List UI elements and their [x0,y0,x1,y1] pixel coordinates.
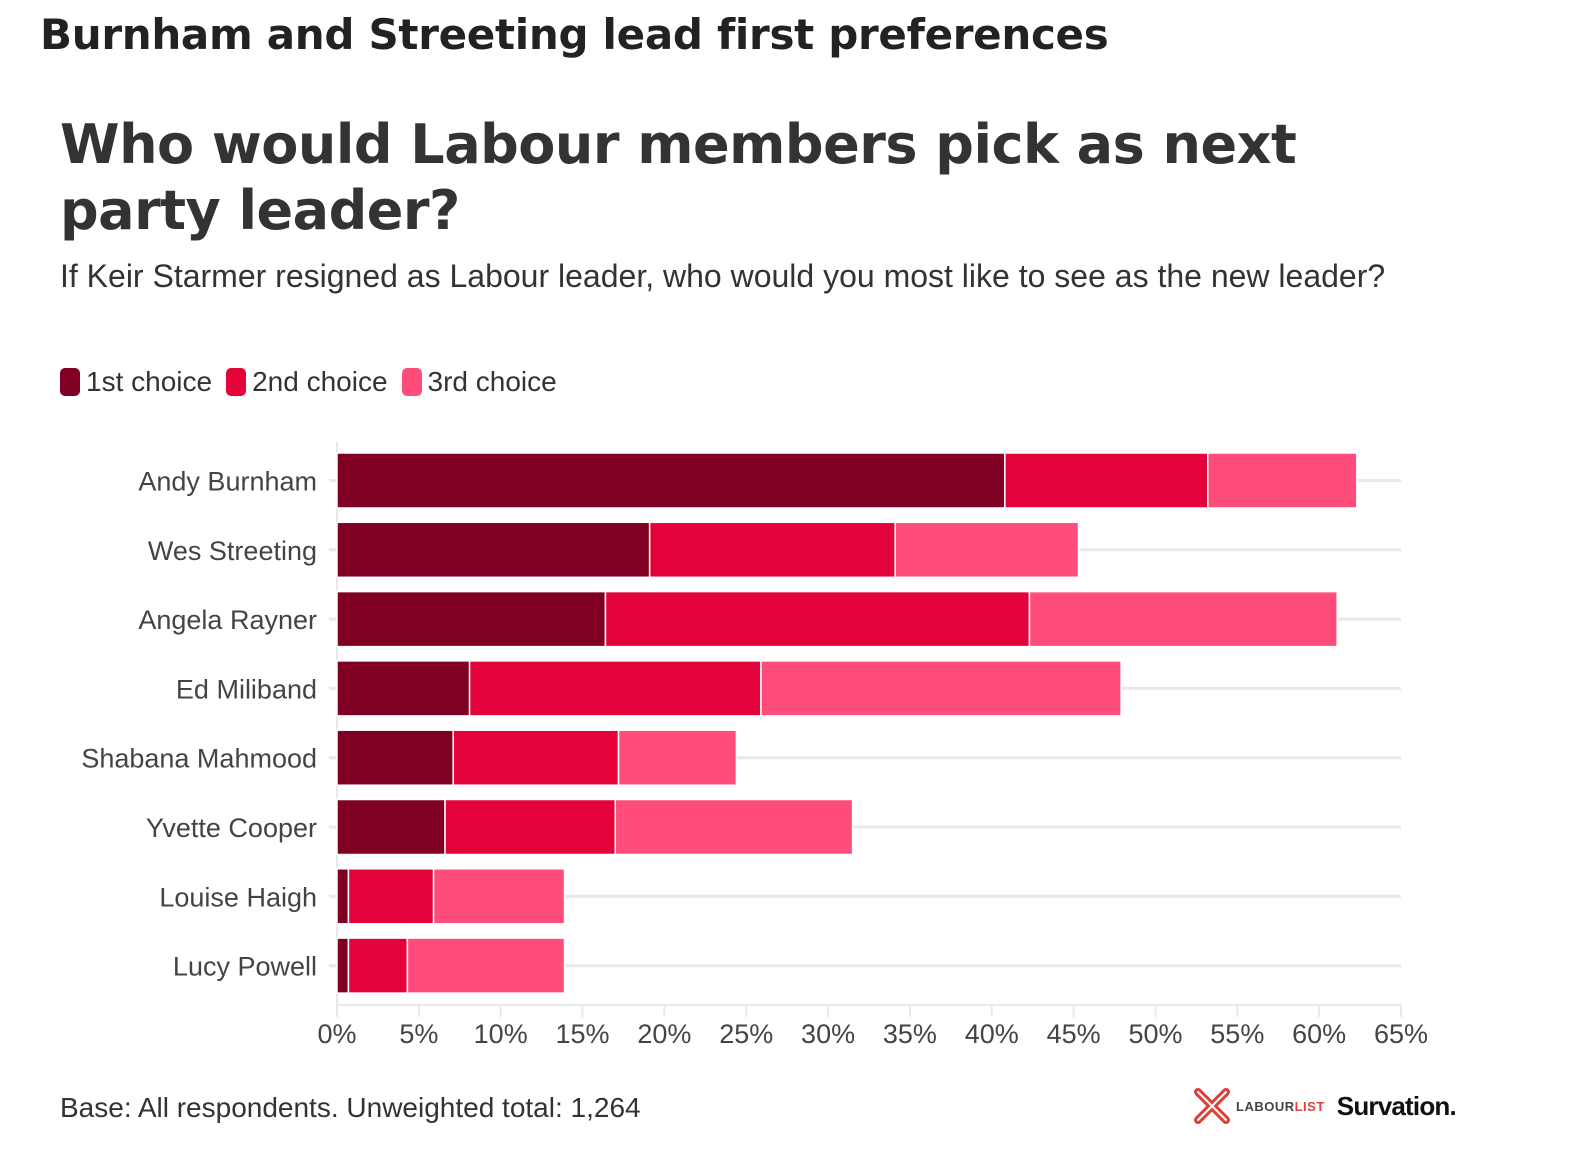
x-tick-label: 0% [317,1019,356,1049]
x-tick-label: 35% [883,1019,937,1049]
base-note: Base: All respondents. Unweighted total:… [60,1092,641,1123]
bar-1st-choice [336,868,350,925]
category-label: Yvette Cooper [146,813,317,843]
bar-2nd-choice [604,590,1031,648]
bar-3rd-choice [1028,590,1338,648]
bar-3rd-choice [894,521,1080,579]
legend-swatch-2nd [226,368,247,396]
chart-subtitle: If Keir Starmer resigned as Labour leade… [60,258,1386,294]
bar-2nd-choice [347,868,435,925]
x-tick-label: 30% [801,1019,855,1049]
bar-1st-choice [336,729,454,786]
logos: LABOURLIST Survation. [1192,1086,1457,1126]
bar-2nd-choice [468,660,762,717]
bar-3rd-choice [617,729,738,786]
legend-item-2nd-choice: 2nd choice [226,366,388,398]
bar-1st-choice [336,590,607,648]
category-label: Andy Burnham [138,467,317,497]
bar-3rd-choice [432,868,566,925]
category-label: Angela Rayner [138,605,317,635]
x-tick-label: 10% [474,1019,528,1049]
bar-1st-choice [336,521,651,579]
survation-logo: Survation. [1336,1090,1457,1121]
bar-2nd-choice [444,798,617,856]
legend-item-3rd-choice: 3rd choice [401,366,557,398]
bar-1st-choice [336,660,471,717]
x-tick-label: 15% [556,1019,610,1049]
category-label: Lucy Powell [173,952,317,982]
x-tick-label: 45% [1047,1019,1101,1049]
x-tick-label: 5% [399,1019,438,1049]
bar-2nd-choice [347,937,409,994]
bar-chart: Andy Burnham Wes Streeting Angela Rayner Ed… [81,442,1428,1049]
labourlist-logo-part1: LABOUR [1236,1098,1295,1114]
x-tick-label: 40% [965,1019,1019,1049]
x-tick-label: 55% [1210,1019,1264,1049]
legend: 1st choice 2nd choice 3rd choice [60,366,571,398]
bar-1st-choice [336,798,446,856]
category-label: Louise Haigh [159,882,317,912]
labourlist-logo-part2: LIST [1294,1098,1325,1114]
bar-3rd-choice [614,798,854,856]
labourlist-logo: LABOURLIST [1236,1099,1325,1114]
bar-2nd-choice [648,521,896,579]
chart-title: Who would Labour members pick as next pa… [60,113,1297,242]
legend-item-1st-choice: 1st choice [60,366,212,398]
bar-3rd-choice [406,937,566,994]
headline: Burnham and Streeting lead first prefere… [40,10,1109,59]
x-tick-label: 60% [1292,1019,1346,1049]
bar-3rd-choice [760,660,1122,717]
bar-2nd-choice [452,729,620,786]
legend-swatch-1st [60,368,80,396]
bar-1st-choice [336,937,350,994]
category-label: Ed Miliband [176,674,317,704]
category-label: Wes Streeting [148,536,317,566]
legend-label: 3rd choice [427,366,557,397]
legend-label: 2nd choice [252,366,388,397]
x-tick-label: 20% [637,1019,691,1049]
legend-swatch-3rd [401,368,422,396]
bar-1st-choice [336,452,1006,509]
bar-2nd-choice [1004,452,1209,509]
legend-label: 1st choice [86,366,213,397]
x-tick-label: 25% [719,1019,773,1049]
bar-3rd-choice [1207,452,1358,509]
labourlist-x-icon [1194,1088,1230,1124]
x-tick-label: 50% [1128,1019,1182,1049]
x-tick-label: 65% [1374,1019,1428,1049]
category-label: Shabana Mahmood [81,744,317,774]
